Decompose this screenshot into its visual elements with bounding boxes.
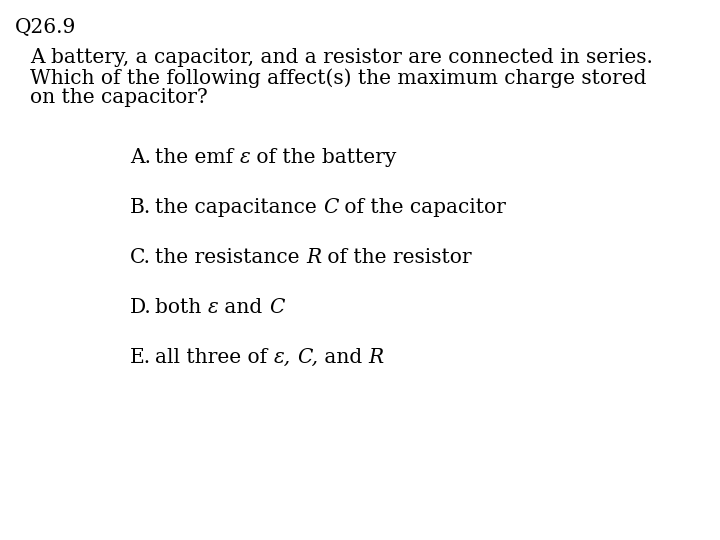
Text: A.: A.	[130, 148, 151, 167]
Text: A battery, a capacitor, and a resistor are connected in series.: A battery, a capacitor, and a resistor a…	[30, 48, 653, 67]
Text: of the resistor: of the resistor	[321, 248, 472, 267]
Text: Q26.9: Q26.9	[15, 18, 76, 37]
Text: R: R	[369, 348, 384, 367]
Text: of the battery: of the battery	[251, 148, 397, 167]
Text: C: C	[323, 198, 338, 217]
Text: E.: E.	[130, 348, 151, 367]
Text: D.: D.	[130, 298, 152, 317]
Text: all three of: all three of	[155, 348, 274, 367]
Text: ε: ε	[207, 298, 218, 317]
Text: ε: ε	[240, 148, 251, 167]
Text: the resistance: the resistance	[155, 248, 306, 267]
Text: and: and	[318, 348, 369, 367]
Text: C.: C.	[130, 248, 151, 267]
Text: and: and	[218, 298, 269, 317]
Text: R: R	[306, 248, 321, 267]
Text: the capacitance: the capacitance	[155, 198, 323, 217]
Text: C: C	[269, 298, 284, 317]
Text: both: both	[155, 298, 207, 317]
Text: B.: B.	[130, 198, 151, 217]
Text: C,: C,	[297, 348, 318, 367]
Text: Which of the following affect(s) the maximum charge stored: Which of the following affect(s) the max…	[30, 68, 647, 87]
Text: of the capacitor: of the capacitor	[338, 198, 506, 217]
Text: on the capacitor?: on the capacitor?	[30, 88, 208, 107]
Text: ε,: ε,	[274, 348, 291, 367]
Text: the emf: the emf	[155, 148, 240, 167]
